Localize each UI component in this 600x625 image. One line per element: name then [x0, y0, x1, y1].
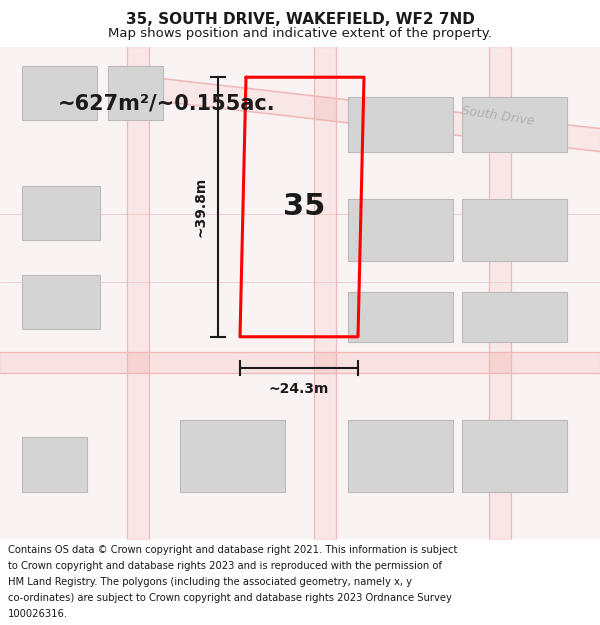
Bar [22, 186, 100, 241]
Bar [348, 97, 453, 151]
Text: 35, SOUTH DRIVE, WAKEFIELD, WF2 7ND: 35, SOUTH DRIVE, WAKEFIELD, WF2 7ND [125, 12, 475, 27]
Text: ~627m²/~0.155ac.: ~627m²/~0.155ac. [58, 93, 275, 113]
Text: ~39.8m: ~39.8m [194, 177, 208, 237]
Text: ~24.3m: ~24.3m [269, 382, 329, 396]
Bar [22, 438, 87, 492]
Text: to Crown copyright and database rights 2023 and is reproduced with the permissio: to Crown copyright and database rights 2… [8, 561, 442, 571]
Bar [462, 421, 567, 492]
Text: South Drive: South Drive [461, 104, 535, 127]
Text: 35: 35 [283, 192, 325, 221]
Text: 100026316.: 100026316. [8, 609, 68, 619]
Text: co-ordinates) are subject to Crown copyright and database rights 2023 Ordnance S: co-ordinates) are subject to Crown copyr… [8, 592, 452, 602]
Bar [462, 199, 567, 261]
Text: Map shows position and indicative extent of the property.: Map shows position and indicative extent… [108, 27, 492, 40]
Text: Contains OS data © Crown copyright and database right 2021. This information is : Contains OS data © Crown copyright and d… [8, 545, 457, 555]
Bar [348, 292, 453, 342]
Bar [462, 97, 567, 151]
Bar [22, 275, 100, 329]
Bar [22, 66, 97, 120]
Bar [348, 421, 453, 492]
Bar [462, 292, 567, 342]
Bar [108, 66, 163, 120]
Text: HM Land Registry. The polygons (including the associated geometry, namely x, y: HM Land Registry. The polygons (includin… [8, 577, 412, 587]
Bar [180, 421, 285, 492]
Bar [348, 199, 453, 261]
